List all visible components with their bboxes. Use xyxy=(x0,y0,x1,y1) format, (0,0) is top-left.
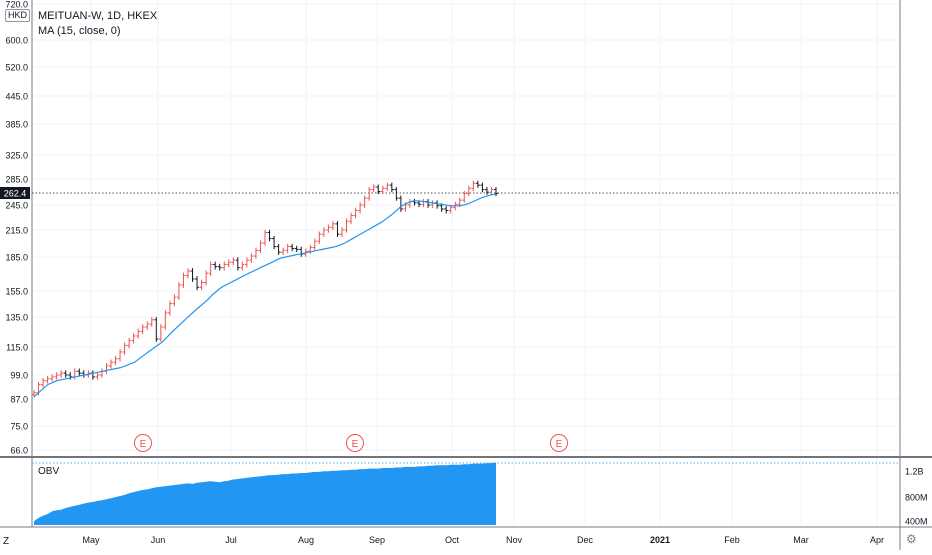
x-tick-label: Oct xyxy=(445,535,460,545)
y-tick-label: 245.0 xyxy=(5,201,28,211)
y-tick-label: 66.0 xyxy=(10,446,28,456)
x-tick-label: Jul xyxy=(225,535,237,545)
earnings-marker xyxy=(550,434,568,452)
y-tick-label: 115.0 xyxy=(6,343,28,353)
gear-icon[interactable]: ⚙ xyxy=(906,532,917,546)
last-price-badge xyxy=(0,187,30,199)
x-tick-label: Aug xyxy=(298,535,314,545)
y-tick-label: 325.0 xyxy=(5,151,28,161)
y-tick-label: 87.0 xyxy=(10,395,28,405)
obv-tick-label: 1.2B xyxy=(905,467,924,477)
last-price-label: 262.4 xyxy=(4,189,27,199)
x-tick-label: Mar xyxy=(793,535,809,545)
obv-tick-label: 800M xyxy=(905,493,928,503)
earnings-marker xyxy=(346,434,364,452)
y-tick-label: 445.0 xyxy=(5,92,28,102)
obv-indicator-label[interactable]: OBV xyxy=(38,466,60,477)
y-tick-label: 215.0 xyxy=(5,226,28,236)
earnings-marker xyxy=(134,434,152,452)
y-tick-label: 135.0 xyxy=(5,313,28,323)
x-tick-label: Feb xyxy=(724,535,740,545)
y-tick-label: 600.0 xyxy=(5,36,28,46)
earnings-marker-label: E xyxy=(140,439,147,450)
x-tick-label: Nov xyxy=(506,535,523,545)
x-tick-label: Dec xyxy=(577,535,594,545)
y-tick-label: 185.0 xyxy=(5,253,28,263)
y-tick-label: 155.0 xyxy=(5,287,28,297)
x-tick-label: Apr xyxy=(870,535,884,545)
currency-badge: HKD xyxy=(5,9,31,22)
x-tick-label: 2021 xyxy=(650,535,670,545)
symbol-title[interactable]: MEITUAN-W, 1D, HKEX xyxy=(38,10,158,22)
y-tick-label: 75.0 xyxy=(10,422,28,432)
x-tick-label: Sep xyxy=(369,535,385,545)
earnings-marker-label: E xyxy=(352,439,359,450)
obv-tick-label: 400M xyxy=(905,517,928,527)
x-tick-label: Jun xyxy=(151,535,166,545)
y-tick-label: 520.0 xyxy=(5,63,28,73)
chart-legend: MEITUAN-W, 1D, HKEX MA (15, close, 0) xyxy=(38,9,157,39)
y-tick-label: 720.0 xyxy=(5,0,28,10)
obv-area xyxy=(34,462,496,525)
earnings-marker-label: E xyxy=(556,439,563,450)
ma-indicator-label[interactable]: MA (15, close, 0) xyxy=(38,25,121,37)
y-tick-label: 385.0 xyxy=(5,120,28,130)
y-tick-label: 99.0 xyxy=(10,371,28,381)
timezone-button[interactable]: Z xyxy=(3,536,10,547)
x-tick-label: May xyxy=(82,535,100,545)
y-tick-label: 285.0 xyxy=(5,175,28,185)
ma-line xyxy=(33,193,497,398)
